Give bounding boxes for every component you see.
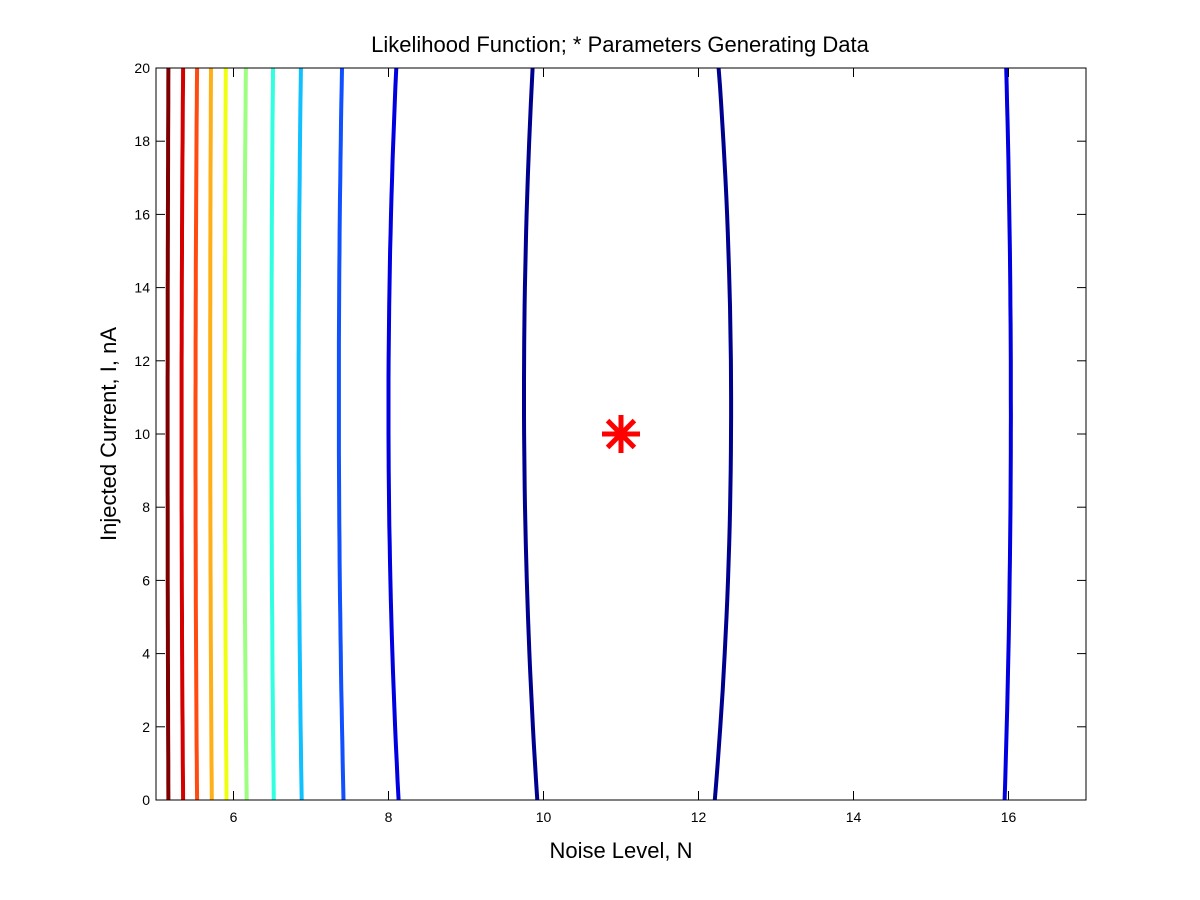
y-tick-label: 12 — [134, 353, 150, 369]
contour-line-10 — [522, 67, 540, 801]
y-tick-label: 2 — [142, 719, 150, 735]
markers — [602, 415, 640, 453]
contour-line-7 — [296, 67, 304, 801]
contour-line-6 — [269, 67, 276, 801]
parameter-star-marker — [602, 415, 640, 453]
axis-ticks: 6 8 10 12 14 16 0 2 4 6 8 10 12 14 16 18 20 — [134, 60, 1086, 825]
contour-line-11 — [712, 67, 734, 801]
x-tick-label: 10 — [536, 809, 552, 825]
y-tick-label: 14 — [134, 280, 150, 296]
contour-line-8 — [336, 67, 346, 801]
y-tick-label: 10 — [134, 426, 150, 442]
y-tick-label: 4 — [142, 646, 150, 662]
y-tick-label: 6 — [142, 572, 150, 588]
x-tick-label: 6 — [230, 809, 238, 825]
contour-line-9 — [386, 67, 401, 801]
y-axis-label: Injected Current, I, nA — [96, 327, 121, 541]
y-tick-label: 16 — [134, 206, 150, 222]
contour-line-1 — [179, 67, 186, 801]
y-tick-label: 20 — [134, 60, 150, 76]
contour-line-4 — [222, 67, 229, 801]
contour-line-0 — [165, 67, 171, 801]
x-tick-label: 8 — [385, 809, 393, 825]
contour-line-5 — [242, 67, 249, 801]
y-tick-label: 18 — [134, 133, 150, 149]
y-tick-label: 8 — [142, 499, 150, 515]
x-axis-label: Noise Level, N — [549, 838, 692, 863]
contour-line-3 — [208, 67, 214, 801]
x-tick-label: 16 — [1001, 809, 1017, 825]
contour-lines — [165, 67, 1013, 801]
chart-title: Likelihood Function; * Parameters Genera… — [371, 32, 869, 57]
contour-line-12 — [1002, 67, 1013, 801]
x-tick-label: 12 — [691, 809, 707, 825]
x-tick-label: 14 — [846, 809, 862, 825]
contour-line-2 — [193, 67, 200, 801]
y-tick-label: 0 — [142, 792, 150, 808]
